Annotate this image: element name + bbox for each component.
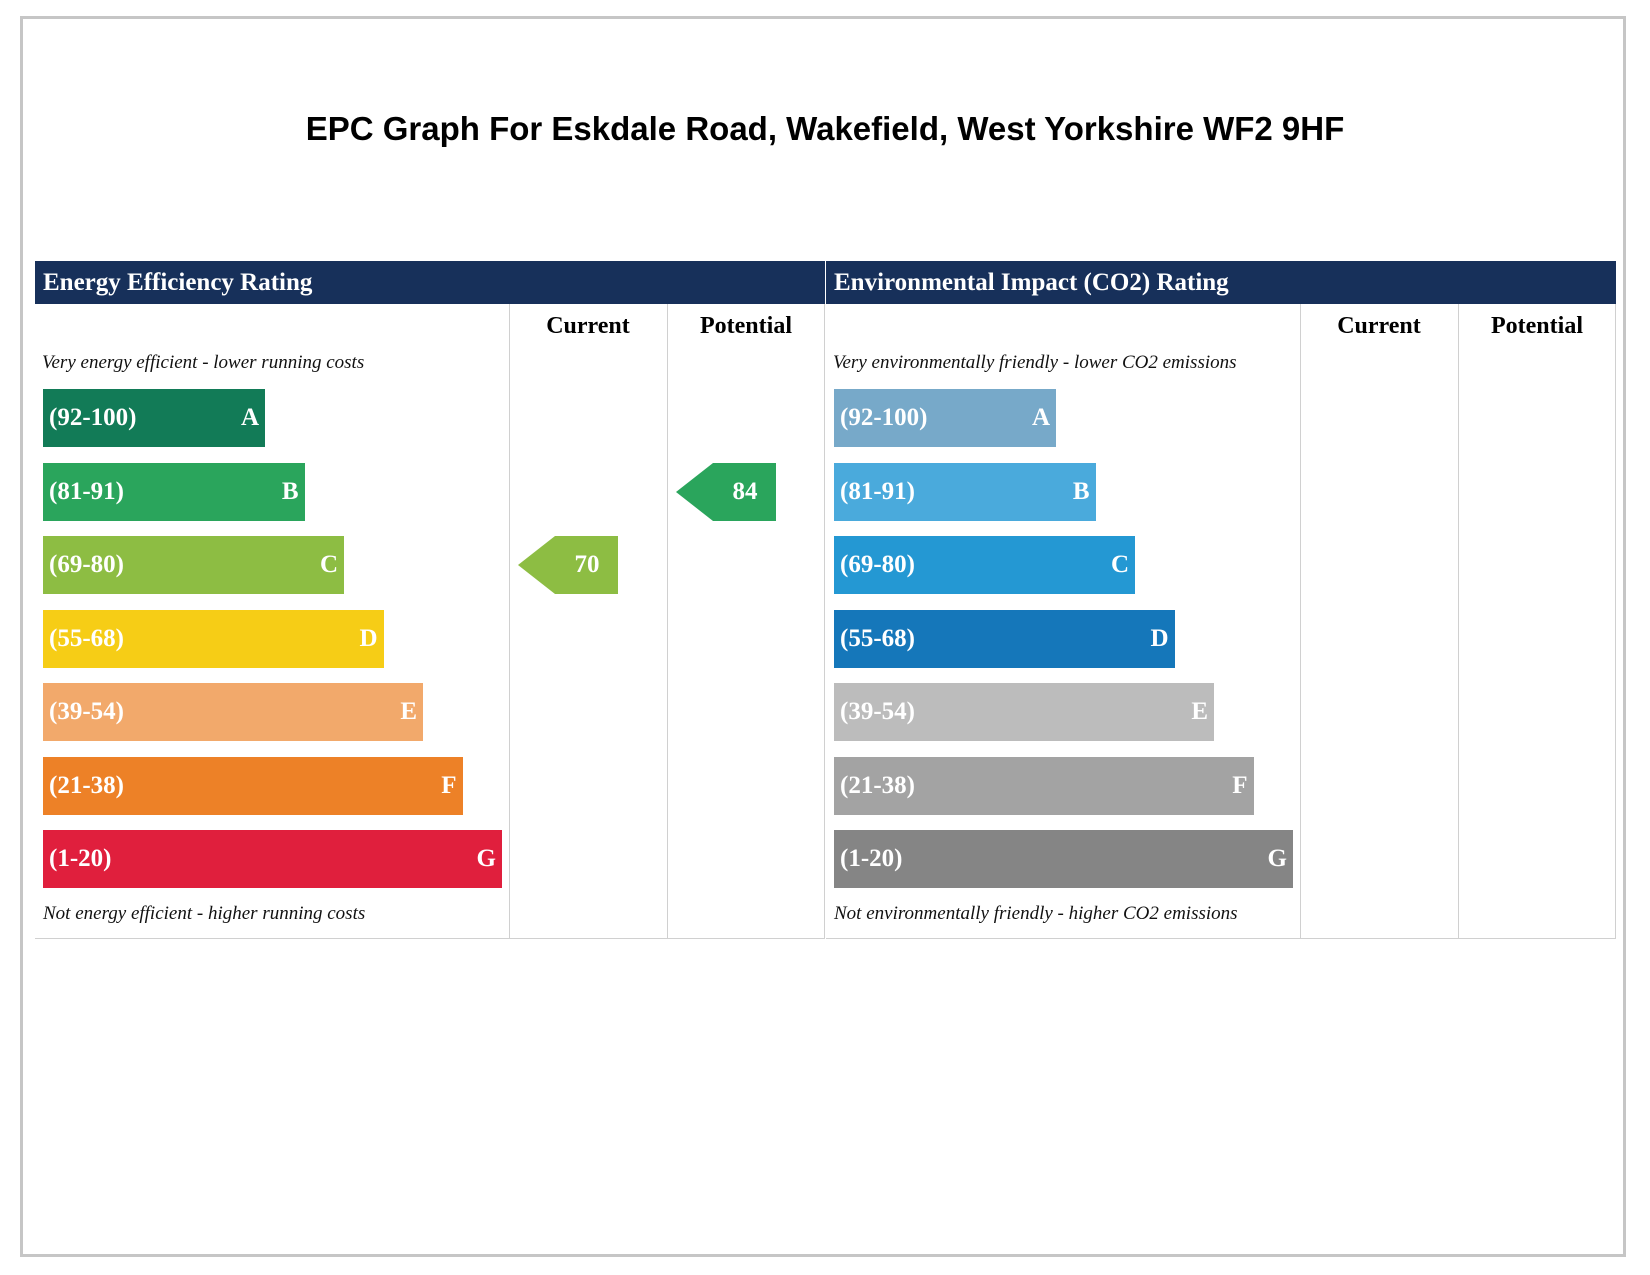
bottom-note: Not energy efficient - higher running co… [43,903,366,924]
band-bar-d: (55-68) D [834,609,1175,668]
band-bar-b: (81-91) B [834,462,1096,521]
potential-arrow-shape [676,462,776,521]
band-letter-label: E [1191,698,1208,725]
band-range-label: (55-68) [49,624,124,652]
band-letter-label: D [359,624,378,652]
band-bar-f: (21-38) F [834,756,1254,815]
band-range-label: (69-80) [49,551,124,578]
environmental-impact-title: Environmental Impact (CO2) Rating [826,261,1616,304]
band-letter-label: A [1031,404,1050,431]
band-range-label: (1-20) [49,845,112,872]
top-note: Very environmentally friendly - lower CO… [833,352,1237,373]
band-range-label: (81-91) [840,477,915,505]
potential-column [667,304,825,939]
potential-column-header: Potential [700,313,792,339]
band-bar-g: (1-20) G [834,830,1293,888]
band-letter-label: G [476,845,496,872]
band-bar-a: (92-100) A [834,389,1056,447]
band-letter-label: C [1110,551,1129,578]
current-column-header: Current [1337,313,1421,339]
current-rating-value: 70 [574,551,600,578]
band-letter-label: D [1150,624,1169,652]
potential-rating-arrow: 84 [676,462,776,521]
band-range-label: (92-100) [840,404,928,431]
band-letter-label: G [1267,845,1287,872]
band-letter-label: C [319,551,338,578]
potential-column [1458,304,1616,939]
band-bar-e: (39-54) E [43,683,423,741]
band-bar-f: (21-38) F [43,756,463,815]
band-range-label: (21-38) [49,771,124,799]
band-range-label: (39-54) [49,698,124,725]
band-bar-d: (55-68) D [43,609,384,668]
potential-rating-value: 84 [732,477,758,505]
energy-efficiency-title: Energy Efficiency Rating [35,261,825,304]
band-range-label: (55-68) [840,624,915,652]
energy-efficiency-chart: Energy Efficiency Rating Current Potenti… [35,261,825,939]
band-bar-e: (39-54) E [834,683,1214,741]
band-letter-label: B [281,477,299,505]
top-note: Very energy efficient - lower running co… [42,352,365,373]
band-letter-label: F [441,771,457,799]
current-column-header: Current [546,313,630,339]
band-bar-c: (69-80) C [43,536,344,594]
band-range-label: (21-38) [840,771,915,799]
environmental-impact-body [826,304,1616,939]
current-arrow-shape [518,536,618,594]
band-letter-label: F [1232,771,1248,799]
band-range-label: (1-20) [840,845,903,872]
current-column [509,304,667,939]
band-range-label: (81-91) [49,477,124,505]
page-frame [20,16,1626,1257]
band-letter-label: B [1072,477,1090,505]
energy-efficiency-body [35,304,825,939]
band-letter-label: E [400,698,417,725]
band-letter-label: A [240,404,259,431]
current-column [1300,304,1458,939]
band-bar-g: (1-20) G [43,830,502,888]
page-title: EPC Graph For Eskdale Road, Wakefield, W… [305,110,1345,147]
band-bar-c: (69-80) C [834,536,1135,594]
band-range-label: (39-54) [840,698,915,725]
bottom-note: Not environmentally friendly - higher CO… [834,903,1238,924]
band-bar-a: (92-100) A [43,389,265,447]
band-range-label: (69-80) [840,551,915,578]
current-rating-arrow: 70 [518,536,618,594]
potential-column-header: Potential [1491,313,1583,339]
environmental-impact-chart: Environmental Impact (CO2) Rating Curren… [826,261,1616,939]
band-bar-b: (81-91) B [43,462,305,521]
band-range-label: (92-100) [49,404,137,431]
